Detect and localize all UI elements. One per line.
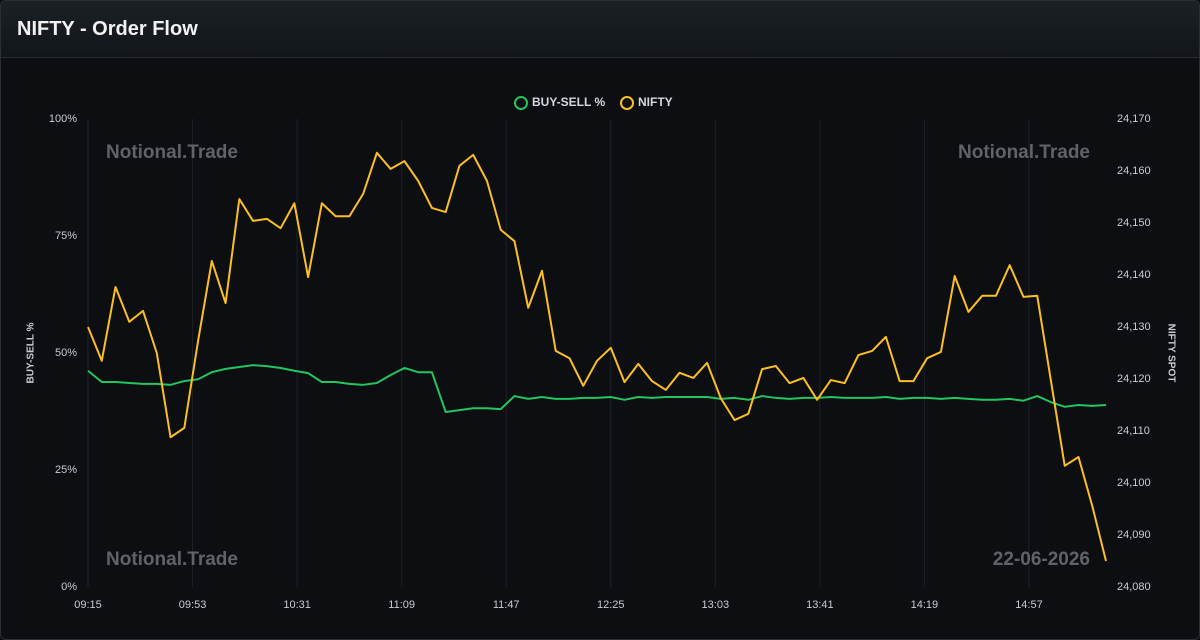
y-axis-title: BUY-SELL % xyxy=(26,322,37,383)
y2-tick-label: 24,080 xyxy=(1117,581,1151,593)
y2-tick-label: 24,140 xyxy=(1117,269,1151,281)
y-tick-label: 50% xyxy=(55,347,77,359)
y-tick-label: 0% xyxy=(61,581,77,593)
x-tick-label: 12:25 xyxy=(597,599,625,611)
watermark: 22-06-2026 xyxy=(993,549,1090,570)
watermark: Notional.Trade xyxy=(106,142,238,163)
series-line xyxy=(87,364,1107,413)
y2-tick-label: 24,110 xyxy=(1117,425,1150,437)
legend-label: BUY-SELL % xyxy=(532,95,605,109)
watermark: Notional.Trade xyxy=(106,549,238,570)
x-tick-label: 14:57 xyxy=(1015,599,1043,611)
x-tick-label: 11:09 xyxy=(388,599,415,611)
x-tick-label: 10:31 xyxy=(283,599,311,611)
legend-swatch xyxy=(620,96,634,110)
y2-tick-label: 24,100 xyxy=(1117,477,1151,489)
y2-tick-label: 24,090 xyxy=(1117,529,1151,541)
watermark: Notional.Trade xyxy=(958,142,1090,163)
panel-title: NIFTY - Order Flow xyxy=(17,17,198,40)
y2-axis-title: NIFTY SPOT xyxy=(1165,324,1176,383)
x-tick-label: 13:41 xyxy=(806,599,834,611)
legend-label: NIFTY xyxy=(638,95,673,109)
x-tick-label: 14:19 xyxy=(911,599,939,611)
series-line xyxy=(87,151,1107,562)
header: NIFTY - Order Flow xyxy=(1,1,1199,58)
x-tick-label: 09:15 xyxy=(74,599,102,611)
x-tick-label: 11:47 xyxy=(493,599,520,611)
y2-tick-label: 24,160 xyxy=(1117,165,1151,177)
x-tick-label: 09:53 xyxy=(179,599,207,611)
y2-tick-label: 24,150 xyxy=(1117,217,1151,229)
y-tick-label: 100% xyxy=(49,113,77,125)
y2-tick-label: 24,130 xyxy=(1117,321,1151,333)
y2-tick-label: 24,170 xyxy=(1117,113,1151,125)
y-tick-label: 25% xyxy=(55,464,77,476)
legend-swatch xyxy=(514,96,528,110)
y2-tick-label: 24,120 xyxy=(1117,373,1151,385)
y-tick-label: 75% xyxy=(55,230,77,242)
x-tick-label: 13:03 xyxy=(702,599,730,611)
